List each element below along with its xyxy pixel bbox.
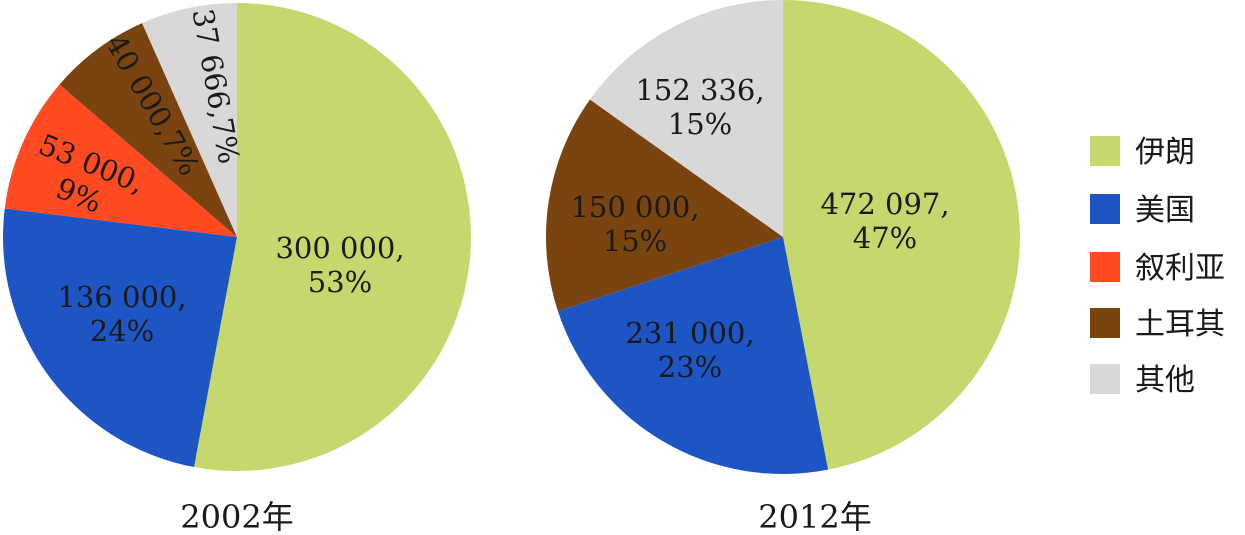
legend-item-syria: 叙利亚: [1090, 251, 1225, 286]
legend-swatch-turkey: [1090, 308, 1120, 338]
legend: 伊朗 美国 叙利亚 土耳其 其他: [1090, 135, 1225, 398]
pie-slice-2012年-0: [783, 0, 1020, 470]
legend-item-other: 其他: [1090, 363, 1195, 398]
slice-value-label-iran: 300 000,: [275, 231, 404, 265]
slice-label-usa: 136 000, 24%: [57, 280, 186, 348]
pie-slice-2002年-2: [4, 84, 237, 237]
caption-2002: 2002年: [180, 498, 293, 535]
slice-label-usa: 231 000, 23%: [625, 316, 754, 384]
slice-label-iran: 472 097, 47%: [820, 187, 949, 255]
slice-percent-label-turkey: 15%: [603, 224, 667, 258]
legend-item-turkey: 土耳其: [1090, 307, 1225, 342]
legend-item-usa: 美国: [1090, 193, 1195, 228]
pie-slice-2002年-0: [194, 3, 471, 471]
legend-label-iran: 伊朗: [1135, 135, 1195, 170]
legend-label-turkey: 土耳其: [1135, 307, 1225, 342]
pie-chart-2002: 300 000, 53%136 000, 24%53 000,9%40 000,7%…: [3, 3, 471, 471]
legend-swatch-usa: [1090, 194, 1120, 224]
slice-percent-label-usa: 23%: [658, 350, 722, 384]
pie-slice-2002年-3: [59, 23, 237, 237]
slice-value-label-turkey: 150 000,: [570, 190, 699, 224]
legend-label-usa: 美国: [1135, 193, 1195, 228]
caption-2012: 2012年: [758, 498, 871, 535]
legend-label-syria: 叙利亚: [1135, 251, 1225, 286]
slice-value-label-usa: 136 000,: [57, 280, 186, 314]
legend-item-iran: 伊朗: [1090, 135, 1195, 170]
slice-label-other: 152 336, 15%: [635, 73, 764, 141]
pie-slice-2002年-1: [3, 208, 237, 468]
pie-slice-2012年-1: [557, 237, 829, 474]
pie-slice-2012年-2: [545, 99, 783, 312]
slice-value-label-other: 152 336,: [635, 73, 764, 107]
slice-label-iran: 300 000, 53%: [275, 231, 404, 299]
slice-percent-label-iran: 53%: [308, 265, 372, 299]
legend-label-other: 其他: [1135, 363, 1195, 398]
slice-value-label-iran: 472 097,: [820, 187, 949, 221]
pie-slice-2002年-4: [142, 3, 237, 237]
legend-swatch-syria: [1090, 252, 1120, 282]
slice-percent-label-usa: 24%: [90, 314, 154, 348]
slice-percent-label-other: 15%: [668, 107, 732, 141]
slice-label-turkey: 150 000, 15%: [570, 190, 699, 258]
legend-swatch-iran: [1090, 136, 1120, 166]
pie-chart-2012: 472 097, 47%231 000, 23%150 000, 15%152 336…: [545, 0, 1020, 474]
slice-value-label-usa: 231 000,: [625, 316, 754, 350]
legend-swatch-other: [1090, 364, 1120, 394]
slice-percent-label-iran: 47%: [853, 221, 917, 255]
pie-slice-2012年-3: [589, 0, 783, 237]
